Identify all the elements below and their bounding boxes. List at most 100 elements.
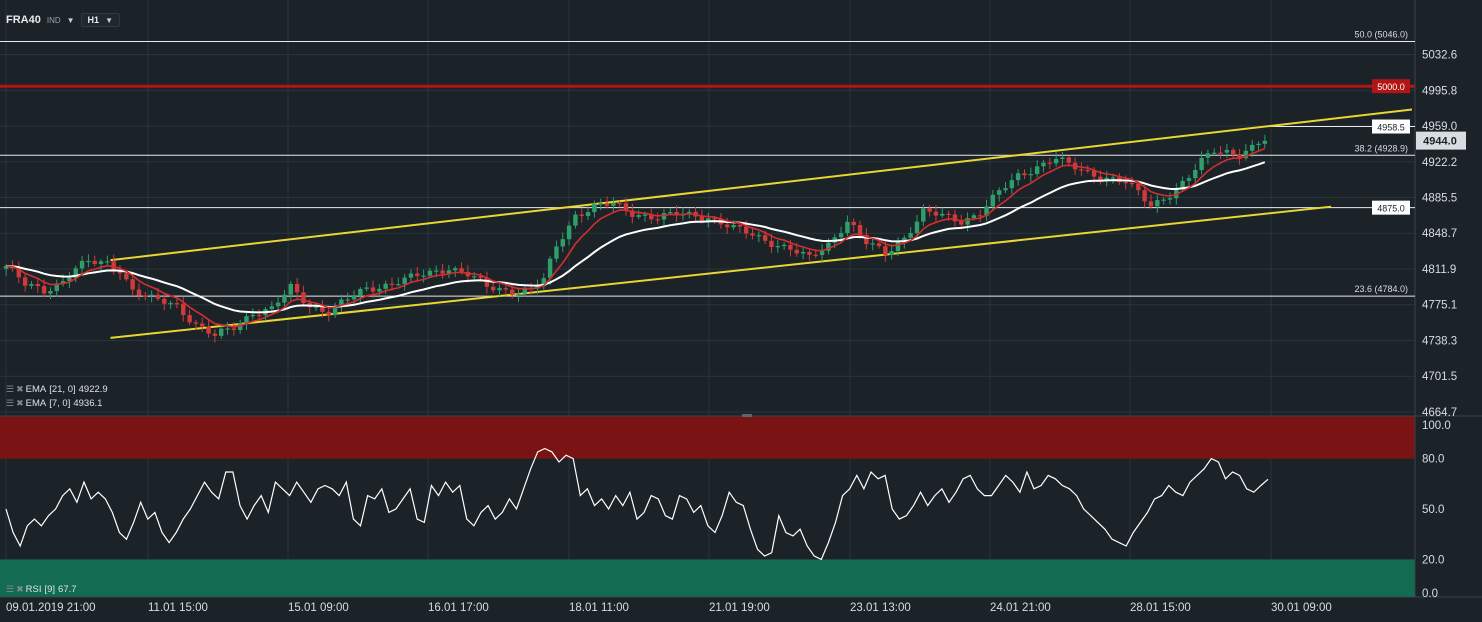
- close-icon[interactable]: ✖: [16, 398, 23, 408]
- level-price-tag: [1372, 119, 1410, 134]
- candle-bull: [244, 316, 249, 324]
- candle-bull: [573, 214, 578, 226]
- candle-bull: [98, 261, 104, 264]
- candle-bear: [294, 283, 300, 293]
- candle-bull: [339, 299, 344, 306]
- candle-bear: [769, 240, 774, 248]
- candle-bull: [889, 251, 894, 256]
- candle-bear: [1047, 162, 1053, 164]
- candle-bull: [383, 283, 388, 289]
- candle-bull: [332, 305, 338, 316]
- y-axis-tick-label: 4995.8: [1422, 85, 1457, 97]
- candle-bull: [497, 288, 502, 291]
- close-icon[interactable]: ✖: [16, 584, 23, 594]
- y-axis-tick-label: 4959.0: [1422, 121, 1457, 133]
- candle-bull: [377, 288, 382, 292]
- candle-bear: [946, 213, 951, 216]
- candle-bull: [895, 242, 901, 252]
- candle-bear: [1148, 201, 1154, 207]
- candle-bear: [699, 216, 705, 222]
- indicator-legend-ema21: ☰ ✖ EMA [21, 0] 4922.9: [6, 384, 108, 395]
- candle-bull: [29, 284, 34, 286]
- rsi-axis-tick-label: 80.0: [1422, 454, 1444, 466]
- candle-bull: [775, 246, 781, 248]
- symbol-dropdown-icon[interactable]: ▼: [66, 15, 75, 25]
- y-axis-tick-label: 4922.2: [1422, 157, 1457, 169]
- last-price-label: 4944.0: [1423, 136, 1457, 148]
- x-axis-tick-label: 30.01 09:00: [1271, 602, 1332, 614]
- candle-bear: [1085, 169, 1090, 172]
- candle-bear: [92, 260, 97, 264]
- x-axis-tick-label: 21.01 19:00: [709, 602, 770, 614]
- candle-bull: [1205, 153, 1211, 158]
- candle-bear: [187, 315, 192, 323]
- symbol-label[interactable]: FRA40: [6, 14, 41, 26]
- candle-bull: [1180, 180, 1185, 190]
- candle-bull: [86, 260, 91, 263]
- candle-bull: [1186, 178, 1192, 181]
- candle-bear: [212, 333, 218, 336]
- indicator-value: 67.7: [58, 584, 77, 595]
- candle-bull: [453, 268, 458, 271]
- candle-bear: [712, 218, 717, 220]
- candle-bear: [876, 243, 882, 247]
- candle-bull: [1009, 180, 1015, 189]
- candle-bull: [642, 214, 648, 216]
- candle-bull: [965, 218, 970, 225]
- candle-bear: [762, 235, 768, 241]
- y-axis-tick-label: 4701.5: [1422, 371, 1457, 383]
- rsi-axis-tick-label: 0.0: [1422, 588, 1438, 600]
- candle-bull: [1224, 149, 1230, 153]
- candle-bear: [674, 212, 679, 216]
- candle-bull: [168, 303, 173, 305]
- candle-bear: [750, 233, 755, 236]
- candle-bear: [604, 203, 610, 206]
- candle-bull: [288, 283, 294, 295]
- channel-lower-line: [110, 205, 1332, 339]
- candle-bull: [1161, 199, 1166, 201]
- candle-bear: [193, 322, 199, 324]
- rsi-axis-tick-label: 50.0: [1422, 504, 1444, 516]
- close-icon[interactable]: ✖: [16, 384, 23, 394]
- last-price-tag: [1416, 131, 1466, 150]
- fibonacci-label: 23.6 (4784.0): [1354, 284, 1408, 294]
- settings-icon[interactable]: ☰: [6, 398, 14, 408]
- candle-bull: [1167, 198, 1173, 200]
- candle-bull: [73, 268, 78, 278]
- candle-bull: [687, 211, 692, 214]
- candle-bull: [826, 242, 831, 251]
- candle-bull: [1110, 177, 1116, 179]
- candle-bull: [522, 288, 528, 294]
- settings-icon[interactable]: ☰: [6, 384, 14, 394]
- settings-icon[interactable]: ☰: [6, 584, 14, 594]
- candle-bear: [1218, 152, 1223, 154]
- rsi-oversold-zone: [0, 559, 1415, 597]
- candle-bull: [427, 270, 433, 276]
- panel-resize-handle[interactable]: [742, 414, 752, 417]
- candle-bear: [415, 273, 420, 276]
- candle-bear: [22, 277, 28, 286]
- indicator-legend-ema7: ☰ ✖ EMA [7, 0] 4936.1: [6, 398, 102, 409]
- candle-bear: [724, 224, 730, 228]
- candle-bear: [174, 303, 180, 305]
- candle-bull: [902, 237, 907, 243]
- rsi-overbought-zone: [0, 416, 1415, 459]
- candle-bull: [3, 265, 9, 269]
- candle-bull: [218, 328, 224, 336]
- candle-bull: [60, 281, 66, 284]
- candle-bull: [845, 221, 850, 234]
- candle-bull: [706, 218, 711, 222]
- candle-bear: [301, 292, 306, 304]
- timeframe-selector[interactable]: H1 ▼: [80, 13, 120, 27]
- candle-bull: [908, 233, 913, 238]
- candle-bull: [668, 212, 673, 214]
- candle-bull: [149, 294, 154, 296]
- y-axis-tick-label: 4775.1: [1422, 300, 1457, 312]
- candle-bull: [1249, 144, 1255, 151]
- candle-bear: [933, 211, 939, 216]
- candle-bull: [364, 287, 369, 289]
- rsi-line: [5, 447, 1269, 561]
- candle-bull: [345, 299, 350, 301]
- candle-bull: [275, 302, 281, 307]
